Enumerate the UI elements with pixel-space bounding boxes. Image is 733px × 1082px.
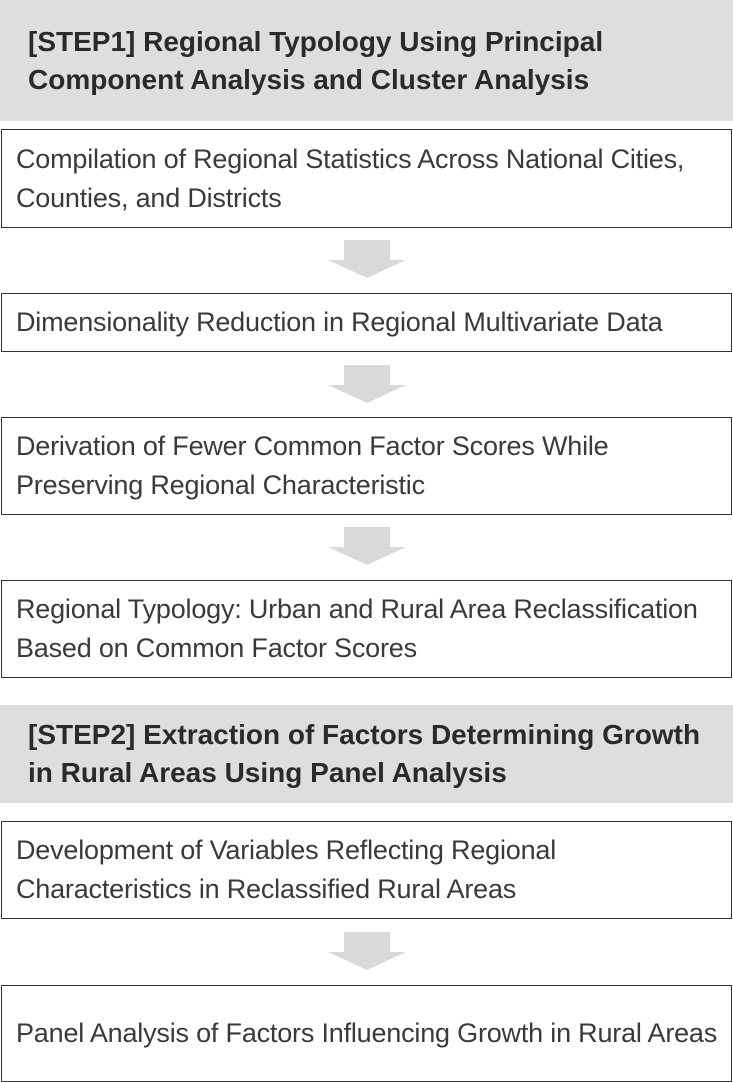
down-arrow-icon bbox=[328, 932, 406, 970]
step2-box-variables: Development of Variables Reflecting Regi… bbox=[1, 821, 732, 919]
step2-box-panel-analysis: Panel Analysis of Factors Influencing Gr… bbox=[1, 985, 732, 1082]
step2-header: [STEP2] Extraction of Factors Determinin… bbox=[0, 705, 733, 803]
step1-box-compilation: Compilation of Regional Statistics Acros… bbox=[1, 129, 732, 228]
step1-header: [STEP1] Regional Typology Using Principa… bbox=[0, 0, 733, 121]
box-text: Regional Typology: Urban and Rural Area … bbox=[16, 594, 698, 663]
box-text: Development of Variables Reflecting Regi… bbox=[16, 835, 557, 904]
box-text: Derivation of Fewer Common Factor Scores… bbox=[16, 431, 609, 500]
step1-box-derivation: Derivation of Fewer Common Factor Scores… bbox=[1, 417, 732, 515]
box-text: Dimensionality Reduction in Regional Mul… bbox=[16, 307, 663, 337]
step1-box-typology: Regional Typology: Urban and Rural Area … bbox=[1, 580, 732, 678]
box-text: Panel Analysis of Factors Influencing Gr… bbox=[16, 1018, 718, 1048]
down-arrow-icon bbox=[328, 240, 406, 278]
step1-box-dimensionality: Dimensionality Reduction in Regional Mul… bbox=[1, 293, 732, 352]
step2-title: [STEP2] Extraction of Factors Determinin… bbox=[28, 719, 701, 788]
box-text: Compilation of Regional Statistics Acros… bbox=[16, 143, 685, 213]
step1-title: [STEP1] Regional Typology Using Principa… bbox=[28, 25, 604, 95]
down-arrow-icon bbox=[328, 527, 406, 565]
down-arrow-icon bbox=[328, 365, 406, 403]
